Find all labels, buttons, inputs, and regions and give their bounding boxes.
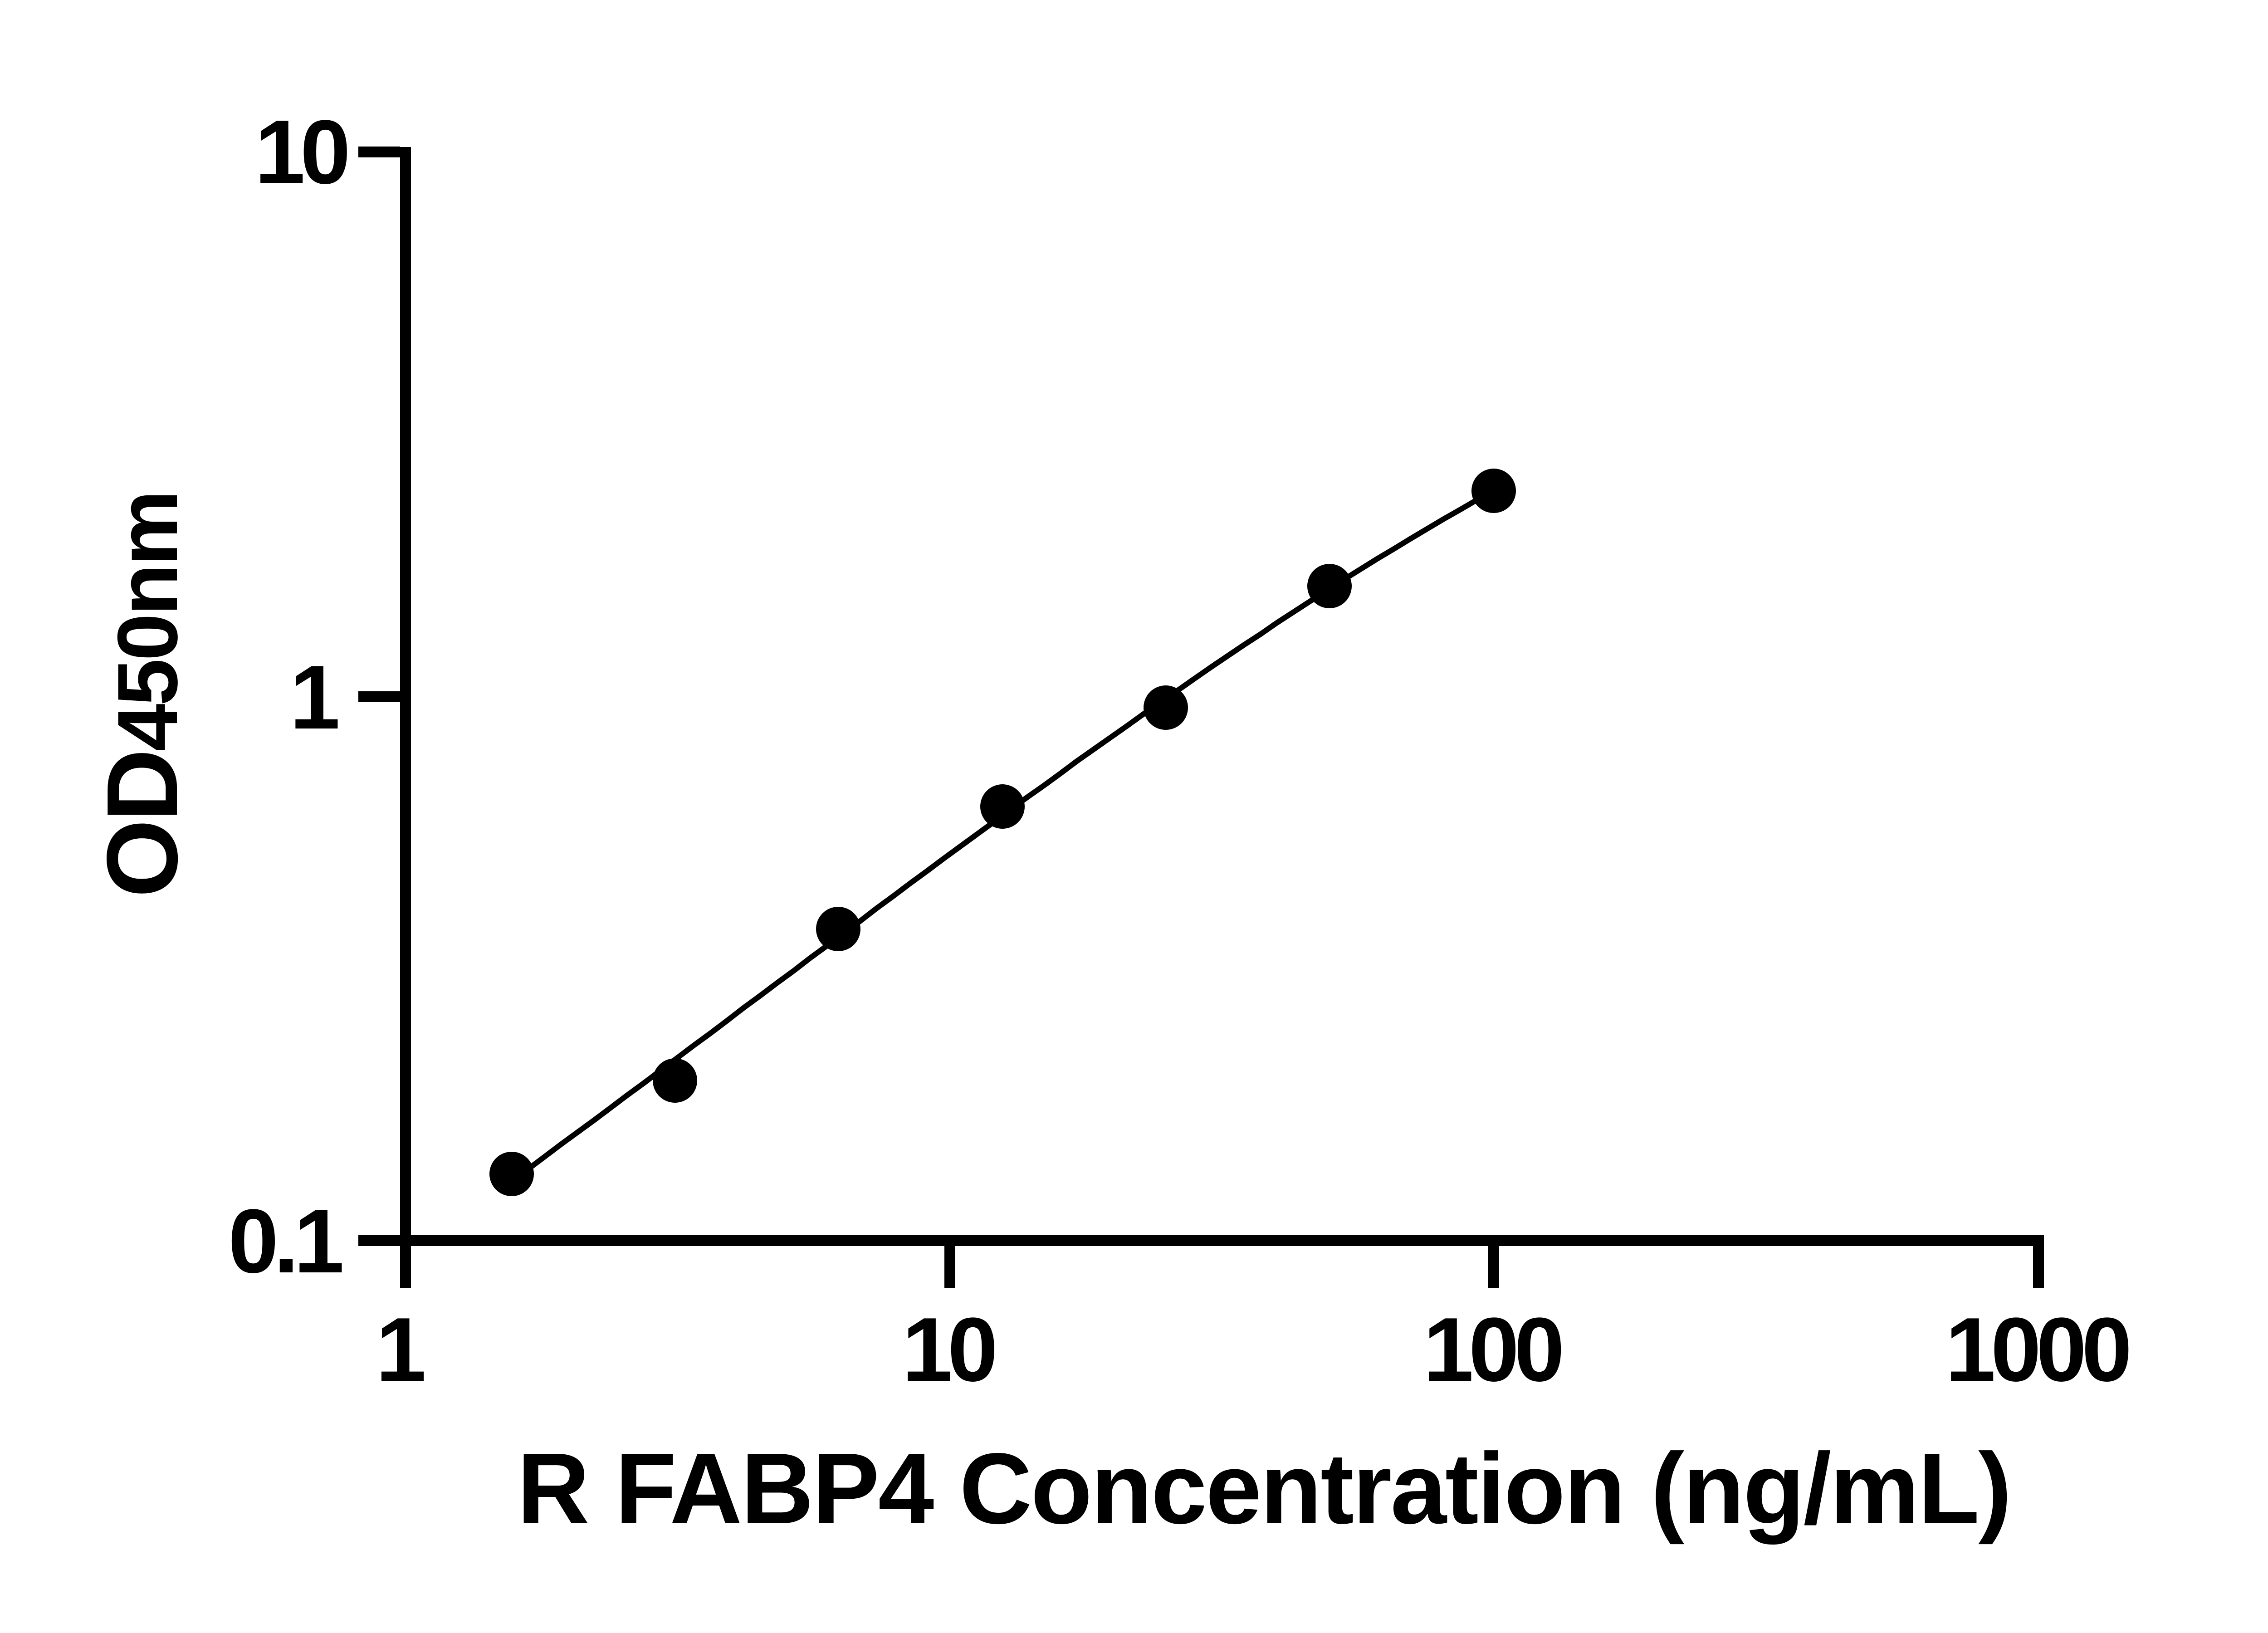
- svg-text:R FABP4 Concentration (ng/mL): R FABP4 Concentration (ng/mL): [517, 1433, 2010, 1545]
- svg-text:1: 1: [376, 1299, 426, 1400]
- svg-text:1000: 1000: [1945, 1299, 2129, 1400]
- svg-text:OD450nm: OD450nm: [86, 492, 199, 898]
- svg-text:10: 10: [255, 102, 347, 203]
- svg-text:0.1: 0.1: [228, 1191, 342, 1292]
- svg-text:1: 1: [290, 647, 340, 748]
- svg-text:10: 10: [902, 1299, 995, 1400]
- svg-text:100: 100: [1423, 1299, 1561, 1400]
